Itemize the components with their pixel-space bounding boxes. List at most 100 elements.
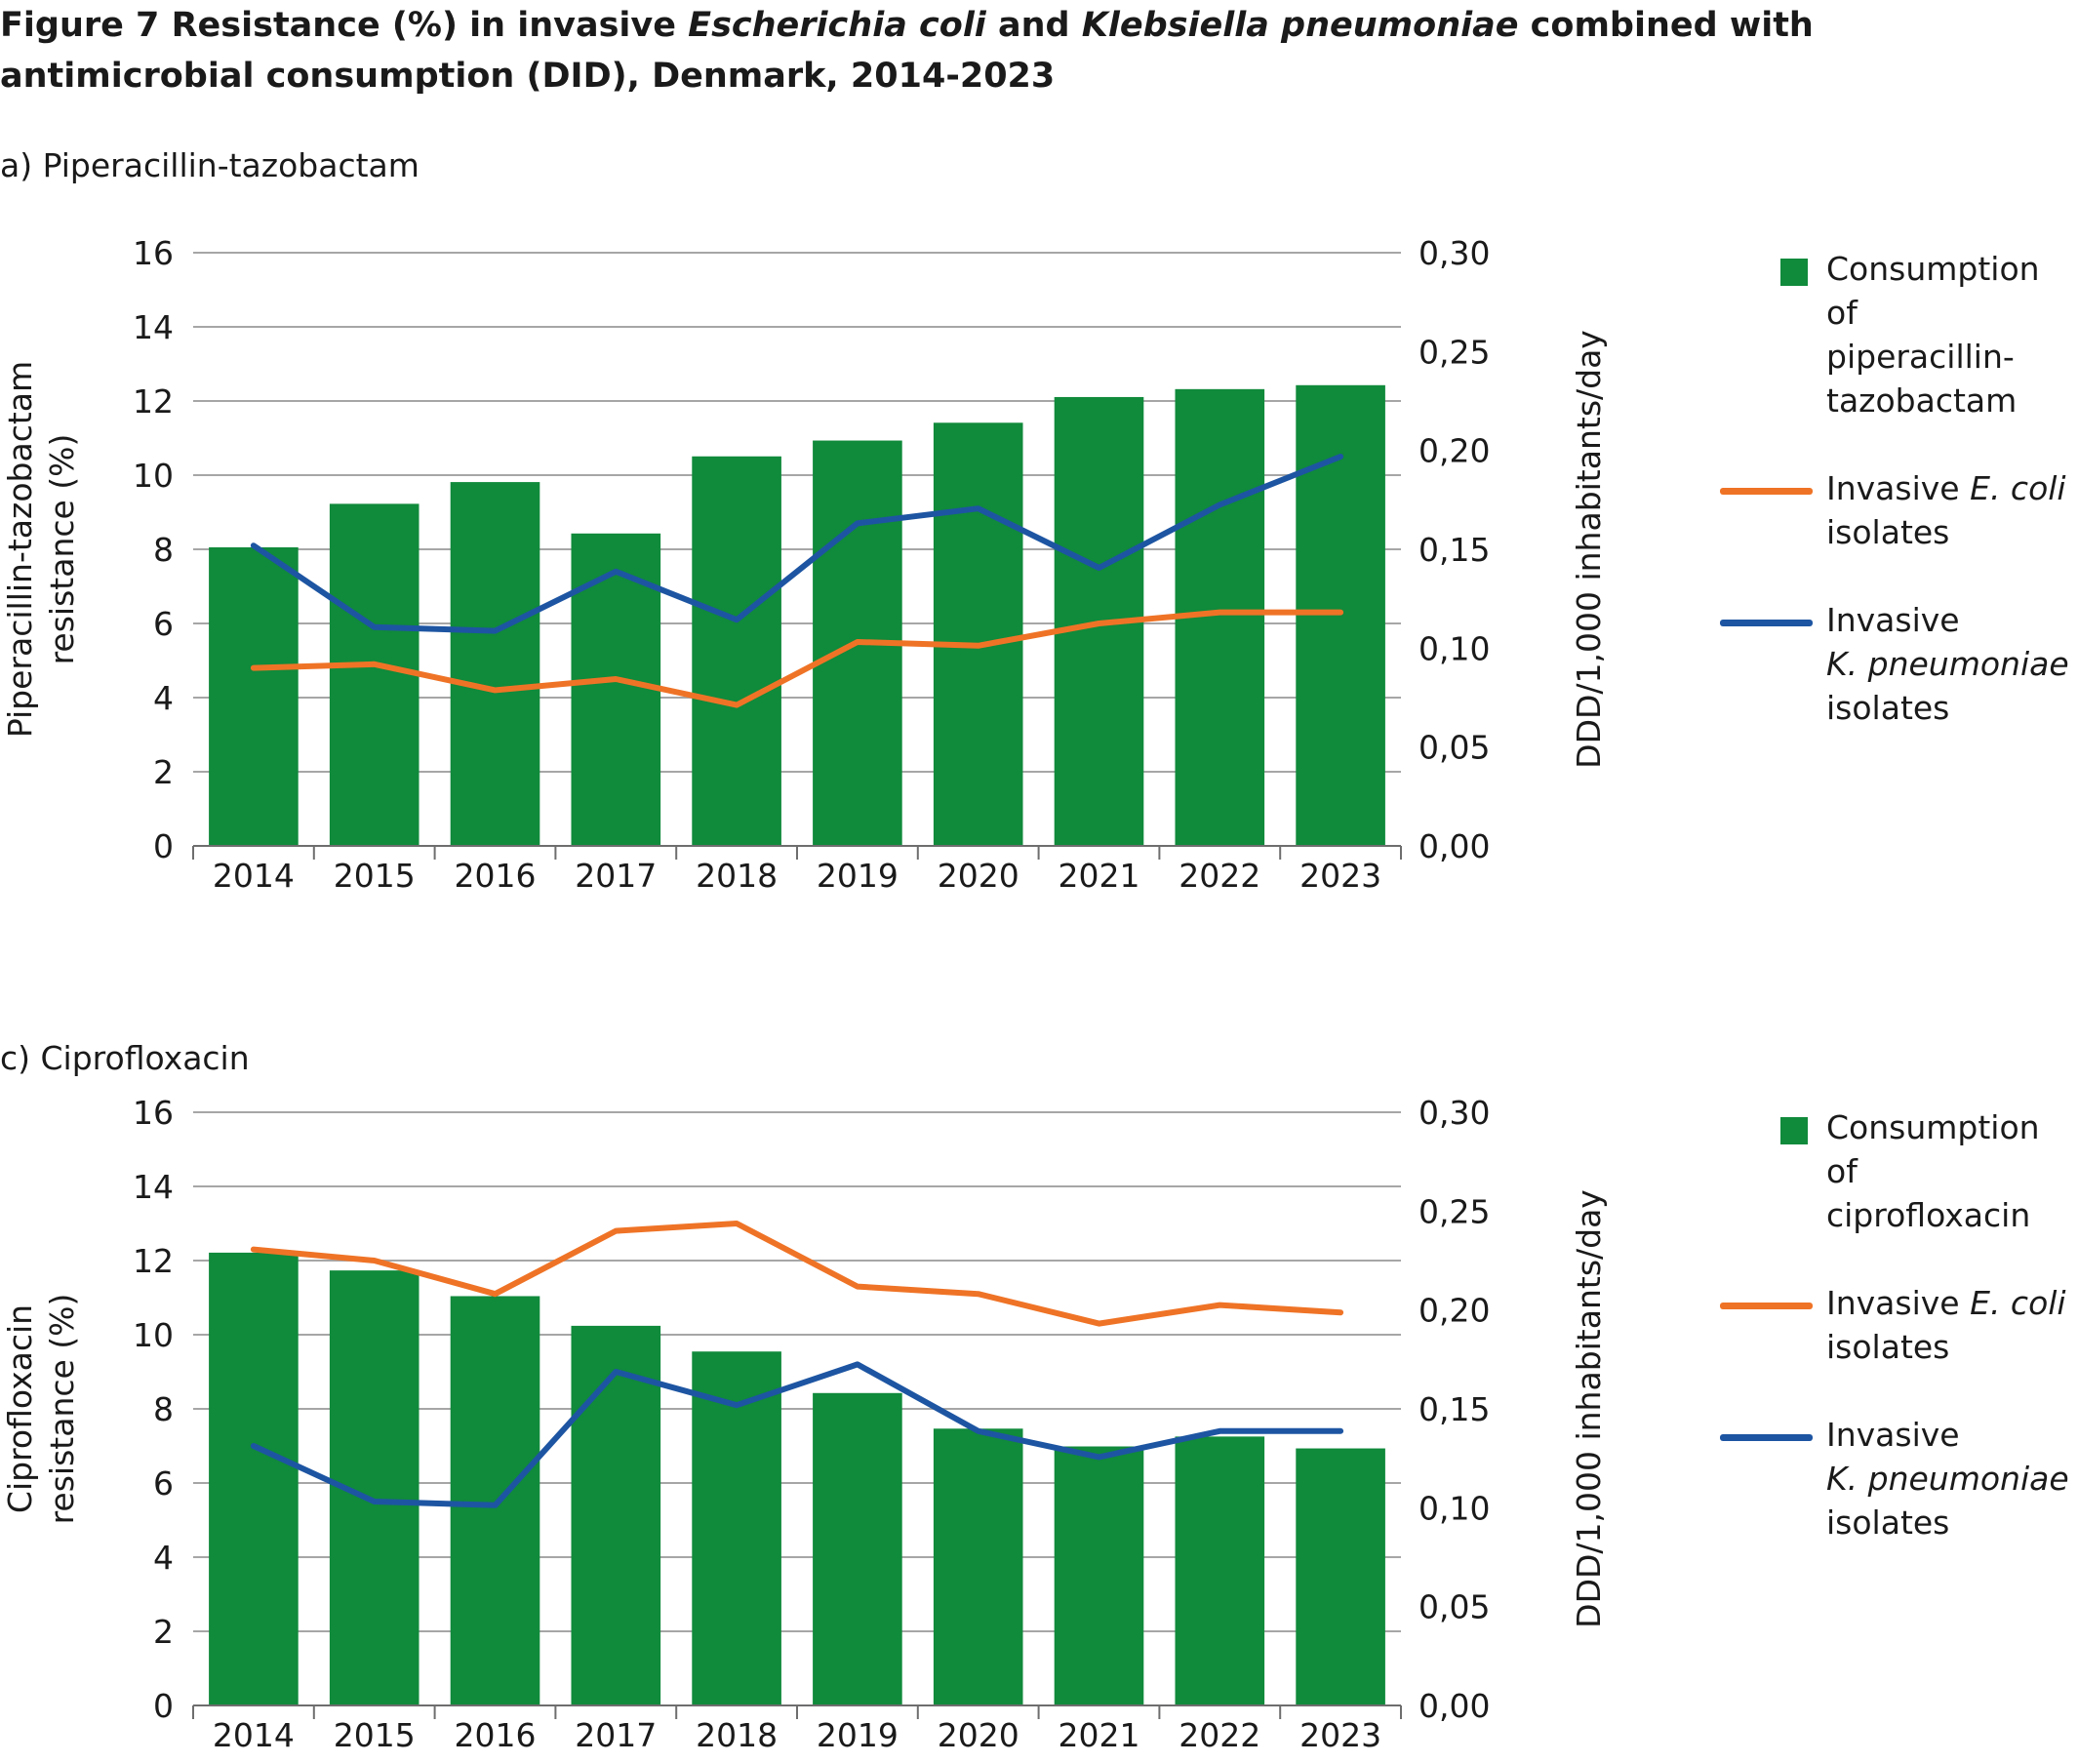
y-right-tick-label: 0,00 bbox=[1419, 827, 1490, 865]
consumption-bar bbox=[329, 503, 420, 846]
y-left-tick-label: 6 bbox=[153, 605, 174, 643]
y-left-axis-title: resistance (%) bbox=[43, 434, 81, 665]
consumption-bar bbox=[571, 1325, 661, 1705]
legend-label: Consumption of piperacillin-tazobactam bbox=[1826, 247, 2073, 422]
legend-label-line: Invasive bbox=[1826, 1413, 2073, 1457]
series-line-ecoli bbox=[250, 609, 1344, 708]
y-right-tick-label: 0,10 bbox=[1419, 1489, 1490, 1527]
y-left-tick-label: 4 bbox=[153, 1539, 174, 1577]
consumption-bar bbox=[933, 422, 1023, 846]
x-tick-label: 2014 bbox=[213, 857, 295, 895]
legend-label-line: Invasive E. coli bbox=[1826, 466, 2073, 510]
x-tick-label: 2017 bbox=[575, 857, 657, 895]
consumption-bar bbox=[450, 482, 540, 846]
y-right-tick-label: 0,20 bbox=[1419, 432, 1490, 470]
legend-swatch-line bbox=[1720, 1303, 1813, 1309]
x-tick-label: 2018 bbox=[696, 857, 778, 895]
y-left-tick-label: 2 bbox=[153, 753, 174, 791]
series-line-kpneumoniae bbox=[250, 1361, 1344, 1508]
y-left-tick-label: 4 bbox=[153, 679, 174, 717]
legend-label-line: K. pneumoniae bbox=[1826, 1457, 2073, 1501]
legend-label-line: Consumption of bbox=[1826, 250, 2040, 332]
y-right-tick-label: 0,15 bbox=[1419, 531, 1490, 569]
legend-label-line: K. pneumoniae bbox=[1826, 642, 2073, 686]
x-tick-label: 2022 bbox=[1179, 1716, 1260, 1754]
legend-label-line: Invasive bbox=[1826, 598, 2073, 642]
consumption-bar bbox=[1054, 1446, 1144, 1705]
legend-label-line: isolates bbox=[1826, 1328, 1950, 1366]
legend-item-ecoli: Invasive E. coli isolates bbox=[1720, 466, 2073, 554]
legend-text-part: K. pneumoniae bbox=[1826, 645, 2069, 683]
legend-label: Invasive E. coli isolates bbox=[1826, 1281, 2073, 1369]
y-right-tick-label: 0,05 bbox=[1419, 729, 1490, 767]
y-left-tick-label: 12 bbox=[133, 382, 174, 421]
y-left-tick-label: 12 bbox=[133, 1242, 174, 1280]
figure-title-part: Figure 7 Resistance (%) in invasive bbox=[0, 6, 689, 45]
y-left-axis-title: Piperacillin-tazobactam bbox=[1, 361, 39, 738]
consumption-bar bbox=[209, 546, 299, 846]
x-tick-label: 2019 bbox=[817, 857, 899, 895]
x-tick-label: 2016 bbox=[455, 857, 537, 895]
legend-text-part: Invasive bbox=[1826, 469, 1971, 507]
legend-label-line: tazobactam bbox=[1826, 381, 2018, 420]
consumption-bar bbox=[1175, 1436, 1265, 1705]
consumption-bar bbox=[692, 1351, 781, 1705]
y-left-axis-title: Ciprofloxacin bbox=[1, 1304, 39, 1513]
y-left-tick-label: 8 bbox=[153, 531, 174, 569]
y-right-axis-title: DDD/1,000 inhabitants/day bbox=[1570, 330, 1608, 769]
y-left-tick-label: 2 bbox=[153, 1613, 174, 1651]
y-right-tick-label: 0,25 bbox=[1419, 1192, 1490, 1230]
y-left-axis-title: resistance (%) bbox=[43, 1294, 81, 1525]
y-left-tick-label: 16 bbox=[133, 1094, 174, 1132]
x-tick-label: 2020 bbox=[938, 1716, 1019, 1754]
consumption-bar bbox=[571, 533, 661, 846]
consumption-bar bbox=[450, 1296, 540, 1705]
consumption-bar bbox=[1296, 384, 1385, 846]
y-right-tick-label: 0,30 bbox=[1419, 234, 1490, 272]
legend-item-kpneumoniae: Invasive K. pneumoniae isolates bbox=[1720, 598, 2073, 730]
legend-label-line: isolates bbox=[1826, 1503, 1950, 1542]
legend-label-line: isolates bbox=[1826, 689, 1950, 727]
x-tick-label: 2021 bbox=[1059, 1716, 1140, 1754]
y-left-tick-label: 0 bbox=[153, 827, 174, 865]
y-left-tick-label: 8 bbox=[153, 1390, 174, 1428]
x-tick-label: 2015 bbox=[334, 857, 416, 895]
y-left-tick-label: 0 bbox=[153, 1687, 174, 1725]
legend-item-ecoli: Invasive E. coli isolates bbox=[1720, 1281, 2073, 1369]
legend-label-line: piperacillin- bbox=[1826, 338, 2015, 376]
y-right-tick-label: 0,30 bbox=[1419, 1094, 1490, 1132]
legend-swatch-bar bbox=[1780, 259, 1808, 286]
legend-item-consumption: Consumption of piperacillin-tazobactam bbox=[1780, 247, 2073, 422]
x-tick-label: 2023 bbox=[1299, 1716, 1381, 1754]
legend-label-line: ciprofloxacin bbox=[1826, 1196, 2031, 1234]
legend-label: Consumption of ciprofloxacin bbox=[1826, 1105, 2073, 1237]
y-right-tick-label: 0,00 bbox=[1419, 1687, 1490, 1725]
x-tick-label: 2023 bbox=[1299, 857, 1381, 895]
y-right-tick-label: 0,15 bbox=[1419, 1390, 1490, 1428]
x-tick-label: 2020 bbox=[938, 857, 1019, 895]
x-tick-label: 2022 bbox=[1179, 857, 1260, 895]
consumption-bar bbox=[813, 1392, 902, 1705]
consumption-bar bbox=[209, 1252, 299, 1705]
figure-title-part: Escherichia coli bbox=[688, 6, 986, 45]
panel-c-label: c) Ciprofloxacin bbox=[0, 1039, 250, 1077]
legend-swatch-bar bbox=[1780, 1117, 1808, 1144]
y-left-tick-label: 6 bbox=[153, 1464, 174, 1503]
x-tick-label: 2017 bbox=[575, 1716, 657, 1754]
legend-text-part: E. coli bbox=[1970, 1284, 2066, 1322]
figure-title-part: combined with antimicrobial consumption … bbox=[0, 6, 1814, 96]
legend-piperacillin-tazobactam: Consumption of piperacillin-tazobactam Inv… bbox=[1720, 247, 2073, 774]
y-right-axis-title: DDD/1,000 inhabitants/day bbox=[1570, 1189, 1608, 1628]
x-tick-label: 2015 bbox=[334, 1716, 416, 1754]
x-tick-label: 2018 bbox=[696, 1716, 778, 1754]
x-tick-label: 2021 bbox=[1059, 857, 1140, 895]
x-tick-label: 2019 bbox=[817, 1716, 899, 1754]
y-left-tick-label: 14 bbox=[133, 1168, 174, 1206]
y-left-tick-label: 14 bbox=[133, 308, 174, 346]
legend-ciprofloxacin: Consumption of ciprofloxacin Invasive E. c… bbox=[1720, 1105, 2073, 1588]
legend-item-consumption: Consumption of ciprofloxacin bbox=[1780, 1105, 2073, 1237]
y-right-tick-label: 0,10 bbox=[1419, 629, 1490, 667]
y-left-tick-label: 10 bbox=[133, 457, 174, 495]
legend-label-line: Invasive E. coli bbox=[1826, 1281, 2073, 1325]
y-left-tick-label: 16 bbox=[133, 234, 174, 272]
